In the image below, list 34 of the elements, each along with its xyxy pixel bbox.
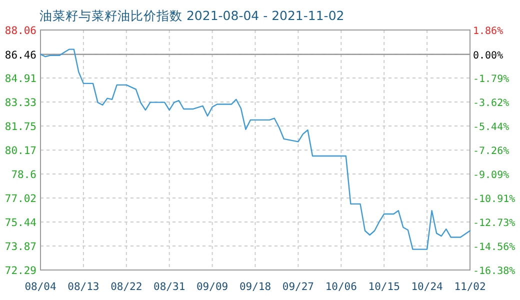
x-tick: 08/13 [68, 281, 100, 293]
y2-tick: -7.26% [473, 146, 510, 157]
x-tick: 08/31 [154, 281, 186, 293]
y-tick: 84.91 [4, 72, 36, 85]
y2-tick: -1.79% [473, 74, 510, 86]
y-tick: 75.44 [4, 217, 36, 230]
title: 油菜籽与菜籽油比价指数 2021-08-04 - 2021-11-02 [40, 8, 344, 23]
x-tick: 11/02 [454, 281, 486, 293]
y-tick: 78.6 [11, 168, 36, 181]
y2-tick: -12.73% [473, 218, 516, 229]
x-tick: 10/15 [368, 281, 400, 293]
x-tick: 09/27 [282, 281, 314, 293]
y2-tick: -9.09% [473, 170, 510, 182]
y-tick: 72.29 [4, 265, 36, 277]
y-tick: 81.75 [4, 121, 36, 134]
x-tick: 10/06 [325, 281, 357, 293]
x-tick: 09/09 [196, 281, 228, 293]
y-tick: 73.87 [4, 240, 36, 253]
y-tick: 80.17 [4, 145, 36, 158]
y2-tick: 1.86% [473, 26, 504, 37]
y-tick: 88.06 [4, 25, 36, 37]
y2-tick: -16.38% [473, 266, 516, 277]
y2-tick: -5.44% [473, 122, 510, 134]
x-tick: 09/18 [239, 281, 272, 293]
y-tick: 83.33 [4, 96, 36, 109]
x-tick: 08/04 [24, 281, 56, 293]
y2-tick: -14.56% [473, 242, 516, 254]
x-tick: 10/24 [411, 281, 443, 293]
y2-tick: 0.00% [473, 50, 504, 62]
y2-tick: -10.91% [473, 194, 516, 206]
x-tick: 08/22 [110, 281, 142, 293]
y-tick: 86.46 [4, 49, 36, 62]
y2-tick: -3.62% [473, 98, 510, 110]
y-tick: 77.02 [4, 193, 36, 206]
